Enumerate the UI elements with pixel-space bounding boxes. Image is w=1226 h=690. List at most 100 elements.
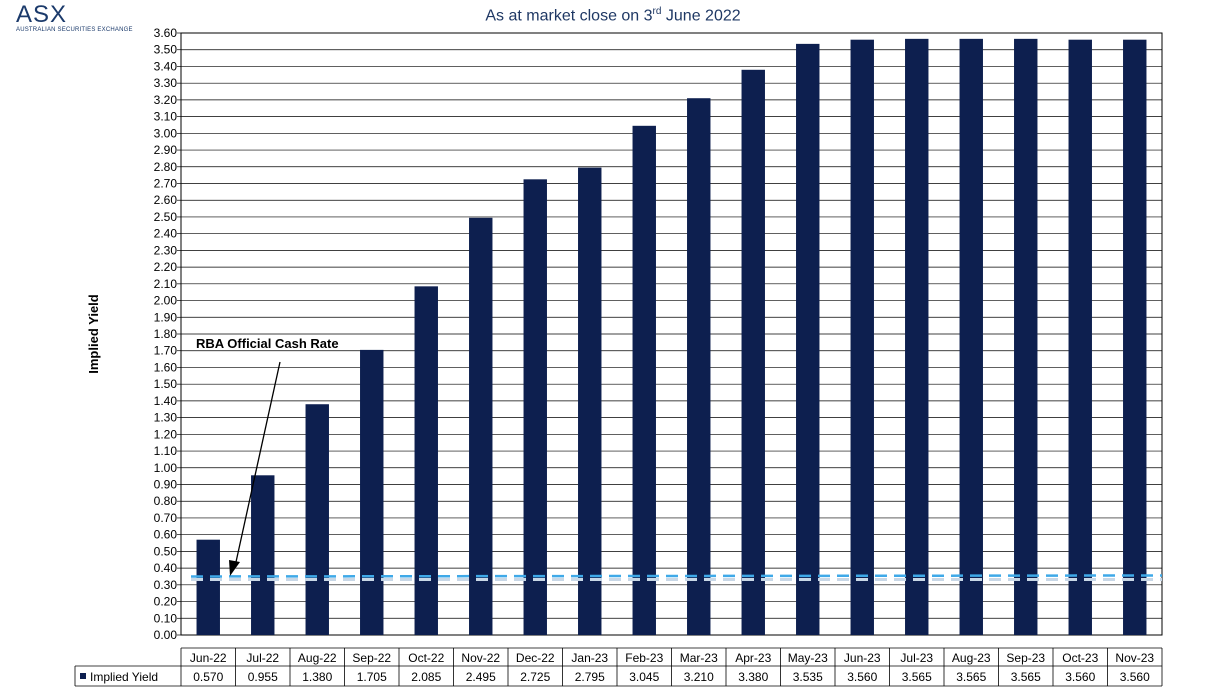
x-category-label: Mar-23 — [680, 651, 718, 665]
y-tick-label: 1.90 — [154, 310, 178, 324]
y-tick-label: 0.80 — [154, 494, 178, 508]
y-tick-label: 3.50 — [154, 43, 178, 57]
bar — [905, 38, 929, 635]
data-value-label: 3.210 — [684, 670, 714, 684]
x-category-label: Aug-22 — [298, 651, 337, 665]
y-tick-label: 0.60 — [154, 528, 178, 542]
bar — [1123, 39, 1147, 635]
data-value-label: 2.085 — [411, 670, 441, 684]
title-superscript: rd — [652, 6, 662, 17]
y-tick-label: 2.60 — [154, 193, 178, 207]
y-tick-label: 1.10 — [154, 444, 178, 458]
x-category-label: Jun-22 — [190, 651, 227, 665]
data-value-label: 1.705 — [357, 670, 387, 684]
y-tick-label: 2.50 — [154, 210, 178, 224]
bar — [687, 98, 711, 635]
bar — [469, 217, 493, 635]
y-tick-label: 2.10 — [154, 277, 178, 291]
bar — [360, 349, 384, 635]
x-category-label: Feb-23 — [625, 651, 663, 665]
logo-name: ASX — [16, 1, 68, 28]
y-tick-label: 2.30 — [154, 243, 178, 257]
y-tick-label: 0.70 — [154, 511, 178, 525]
y-tick-label: 1.00 — [154, 461, 178, 475]
bar — [523, 179, 547, 635]
bar — [578, 167, 602, 635]
annotation-arrow-line — [235, 361, 281, 563]
y-tick-label: 3.30 — [154, 76, 178, 90]
title-main: As at market close on 3 — [485, 7, 653, 25]
data-value-label: 3.565 — [1011, 670, 1041, 684]
x-category-label: Jul-22 — [246, 651, 279, 665]
y-tick-label: 0.90 — [154, 478, 178, 492]
y-tick-label: 0.30 — [154, 578, 178, 592]
x-category-label: Apr-23 — [735, 651, 771, 665]
data-value-label: 2.495 — [466, 670, 496, 684]
y-tick-label: 1.70 — [154, 344, 178, 358]
y-tick-label: 1.20 — [154, 427, 178, 441]
y-tick-label: 0.00 — [154, 628, 178, 642]
bar — [414, 286, 438, 635]
y-tick-label: 2.80 — [154, 160, 178, 174]
x-category-label: Nov-22 — [461, 651, 500, 665]
legend-label: Implied Yield — [90, 670, 158, 684]
y-axis-label: Implied Yield — [86, 294, 101, 374]
y-tick-label: 3.60 — [154, 26, 178, 40]
bar — [796, 43, 820, 635]
data-value-label: 3.380 — [738, 670, 768, 684]
y-tick-label: 1.50 — [154, 377, 178, 391]
data-value-label: 3.560 — [847, 670, 877, 684]
x-category-label: Jun-23 — [844, 651, 881, 665]
data-value-label: 2.795 — [575, 670, 605, 684]
data-value-label: 3.560 — [1065, 670, 1095, 684]
bar — [305, 404, 329, 635]
x-category-label: Nov-23 — [1115, 651, 1154, 665]
x-category-label: May-23 — [788, 651, 828, 665]
x-category-label: Sep-22 — [352, 651, 391, 665]
x-category-label: Oct-22 — [408, 651, 444, 665]
y-tick-label: 2.00 — [154, 294, 178, 308]
data-value-label: 3.045 — [629, 670, 659, 684]
data-value-label: 3.565 — [902, 670, 932, 684]
y-tick-label: 1.40 — [154, 394, 178, 408]
title-rest: June 2022 — [661, 7, 741, 25]
y-tick-label: 0.10 — [154, 611, 178, 625]
cash-rate-annotation: RBA Official Cash Rate — [196, 336, 339, 351]
bar — [251, 475, 275, 635]
y-tick-label: 3.10 — [154, 110, 178, 124]
data-value-label: 3.565 — [956, 670, 986, 684]
y-tick-label: 2.90 — [154, 143, 178, 157]
data-value-label: 3.560 — [1120, 670, 1150, 684]
logo-subtitle: AUSTRALIAN SECURITIES EXCHANGE — [16, 27, 133, 33]
bar — [196, 539, 220, 635]
cash-rate-line — [190, 574, 1163, 578]
y-tick-label: 0.50 — [154, 544, 178, 558]
chart-title: As at market close on 3rd June 2022 — [0, 6, 1226, 25]
bar — [850, 39, 874, 635]
x-category-label: Oct-23 — [1062, 651, 1098, 665]
x-category-label: Sep-23 — [1006, 651, 1045, 665]
x-category-label: Aug-23 — [952, 651, 991, 665]
bar — [959, 38, 983, 635]
y-tick-label: 1.30 — [154, 411, 178, 425]
y-tick-label: 3.40 — [154, 59, 178, 73]
y-tick-label: 1.60 — [154, 360, 178, 374]
data-value-label: 1.380 — [302, 670, 332, 684]
x-category-label: Dec-22 — [516, 651, 555, 665]
bar — [632, 125, 656, 635]
y-tick-label: 2.40 — [154, 227, 178, 241]
annotation-arrowhead — [229, 560, 240, 576]
data-value-label: 3.535 — [793, 670, 823, 684]
y-tick-label: 0.40 — [154, 561, 178, 575]
data-value-label: 2.725 — [520, 670, 550, 684]
legend-swatch — [80, 673, 86, 679]
x-category-label: Jul-23 — [900, 651, 933, 665]
x-category-label: Jan-23 — [571, 651, 608, 665]
bar — [741, 69, 765, 636]
y-tick-label: 2.20 — [154, 260, 178, 274]
data-value-label: 0.955 — [248, 670, 278, 684]
bar — [1014, 38, 1038, 635]
data-value-label: 0.570 — [193, 670, 223, 684]
y-tick-label: 3.20 — [154, 93, 178, 107]
